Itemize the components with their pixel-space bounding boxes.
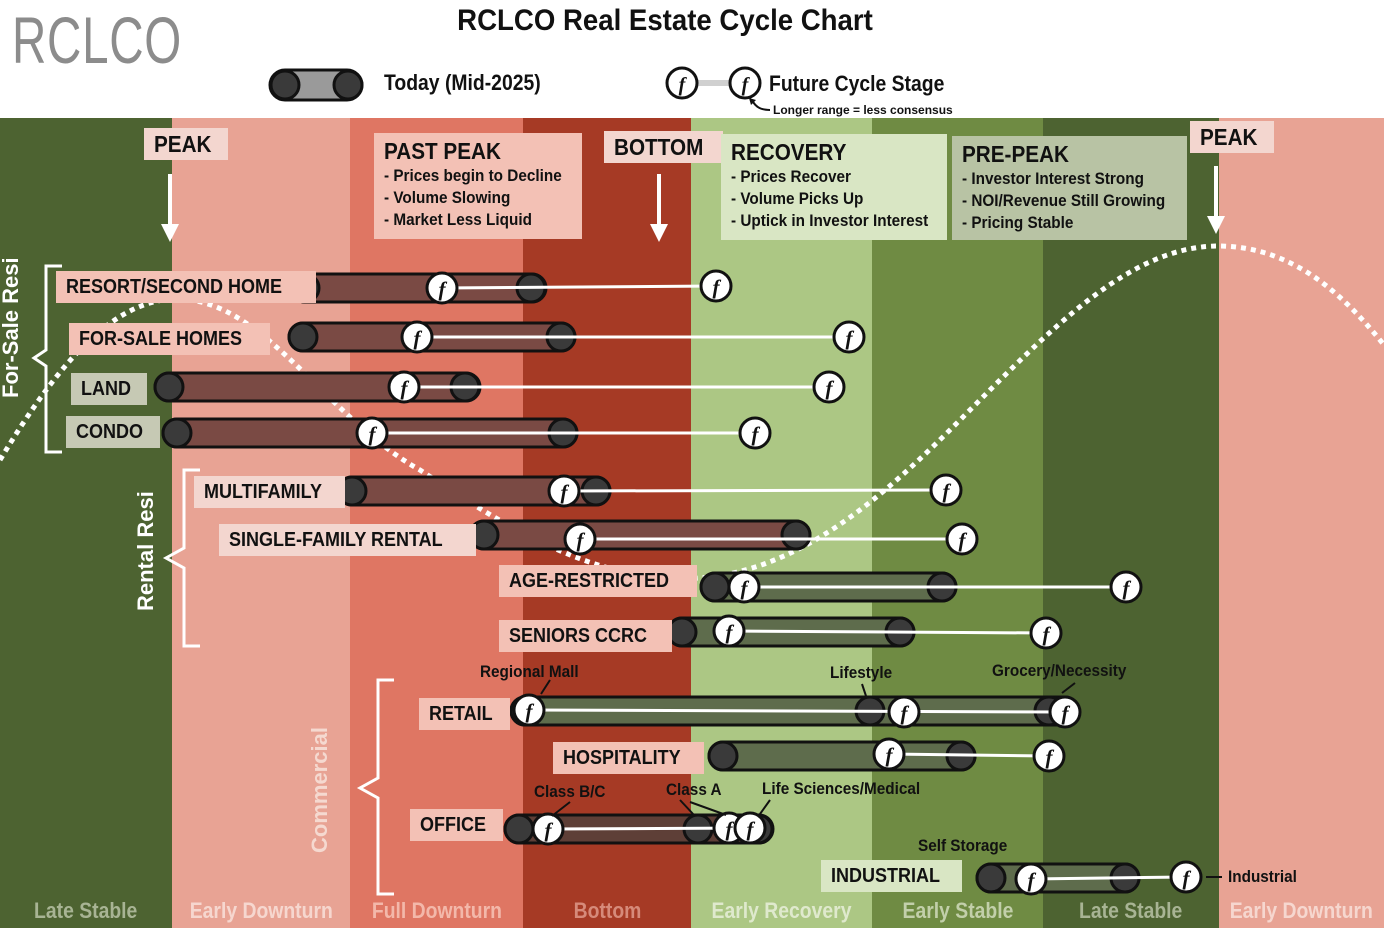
pill-age-restricted (699, 570, 1143, 604)
future-f-icon (1014, 862, 1048, 896)
sector-label-industrial: INDUSTRIAL (821, 860, 963, 892)
future-f-icon (733, 811, 767, 845)
sector-label-multifamily: MULTIFAMILY (194, 476, 346, 508)
pill-for-sale-homes (287, 320, 866, 354)
note-regional-mall: Regional Mall (480, 662, 579, 681)
pill-hospitality (707, 737, 1066, 773)
future-f-icon (425, 271, 459, 305)
future-f-icon (738, 416, 772, 450)
pill-single-family-rental (468, 519, 979, 556)
phase-label-bottom: Bottom (573, 898, 641, 923)
peak-right-callout: PEAK (1190, 121, 1274, 153)
future-f-icon (400, 320, 434, 354)
future-f-icon (531, 812, 565, 846)
legend-f-icon-1: f (679, 74, 688, 96)
note-industrial: Industrial (1228, 867, 1297, 886)
future-f-icon (1109, 570, 1143, 604)
rclco-logo: RCLCO (12, 3, 182, 77)
phase-label-late-stable-2: Late Stable (1079, 898, 1183, 923)
future-f-icon (1032, 739, 1066, 773)
pill-multifamily (336, 473, 963, 508)
recovery-callout: RECOVERY - Prices Recover - Volume Picks… (721, 134, 947, 240)
phase-label-late-stable-1: Late Stable (34, 898, 138, 923)
pill-industrial (975, 860, 1203, 896)
sector-label-hospitality: HOSPITALITY (553, 742, 704, 774)
band-late-stable-2 (1043, 118, 1219, 928)
future-f-icon (887, 695, 921, 729)
future-f-icon (929, 473, 963, 507)
note-grocery: Grocery/Necessity (992, 661, 1127, 680)
note-life-sciences: Life Sciences/Medical (762, 779, 921, 798)
future-f-icon (872, 737, 906, 771)
sector-label-seniors-ccrc: SENIORS CCRC (499, 620, 673, 652)
future-f-icon (387, 370, 421, 404)
sector-label-land: LAND (71, 373, 147, 405)
band-early-downturn-1 (172, 118, 350, 928)
sector-label-office: OFFICE (410, 809, 504, 841)
phase-label-early-recovery: Early Recovery (711, 898, 852, 923)
future-f-icon (945, 522, 979, 556)
phase-label-early-stable: Early Stable (902, 898, 1013, 923)
pill-office (503, 811, 775, 846)
future-f-icon (699, 269, 733, 303)
future-f-icon (512, 693, 546, 727)
peak-left-callout: PEAK (144, 128, 228, 160)
past-peak-callout: PAST PEAK - Prices begin to Decline - Vo… (374, 133, 582, 239)
band-early-stable (872, 118, 1043, 928)
band-late-stable-1 (0, 118, 172, 928)
sector-label-retail: RETAIL (419, 698, 510, 730)
future-f-icon (832, 320, 866, 354)
future-f-icon (1029, 616, 1063, 650)
pill-seniors-ccrc (666, 614, 1063, 650)
pill-land (153, 370, 846, 404)
note-lifestyle: Lifestyle (830, 663, 893, 682)
legend-note: Longer range = less consensus (773, 103, 953, 117)
legend-today-label: Today (Mid-2025) (384, 70, 541, 95)
sector-label-sfr: SINGLE-FAMILY RENTAL (219, 524, 477, 556)
pre-peak-callout: PRE-PEAK - Investor Interest Strong - NO… (952, 136, 1187, 240)
phase-label-early-downturn-2: Early Downturn (1229, 898, 1374, 923)
future-f-icon (712, 614, 746, 648)
future-f-icon (727, 570, 761, 604)
future-f-icon (812, 370, 846, 404)
header: RCLCO RCLCO Real Estate Cycle Chart f f … (0, 0, 1384, 118)
future-f-icon (355, 416, 389, 450)
future-f-icon (1048, 695, 1082, 729)
sector-label-for-sale-homes: FOR-SALE HOMES (69, 323, 271, 355)
legend-f-icon-2: f (742, 74, 751, 96)
pill-retail (509, 693, 1082, 729)
future-f-icon (547, 474, 581, 508)
phase-label-early-downturn-1: Early Downturn (189, 898, 333, 923)
legend-future-label: Future Cycle Stage (769, 71, 945, 96)
sector-label-resort: RESORT/SECOND HOME (56, 271, 317, 303)
band-early-downturn-2 (1219, 118, 1384, 928)
future-f-icon (1169, 860, 1203, 894)
note-self-storage: Self Storage (918, 836, 1008, 855)
bottom-callout: BOTTOM (604, 131, 724, 163)
legend-graphics: f f (268, 66, 771, 111)
page-title: RCLCO Real Estate Cycle Chart (457, 4, 873, 37)
note-class-bc: Class B/C (534, 782, 606, 801)
phase-label-full-downturn: Full Downturn (371, 898, 502, 923)
future-f-icon (563, 522, 597, 556)
pill-resort (289, 269, 733, 305)
note-class-a: Class A (666, 780, 722, 799)
sector-label-condo: CONDO (66, 416, 161, 448)
sector-label-age-restricted: AGE-RESTRICTED (499, 565, 697, 597)
pill-condo (161, 416, 772, 450)
